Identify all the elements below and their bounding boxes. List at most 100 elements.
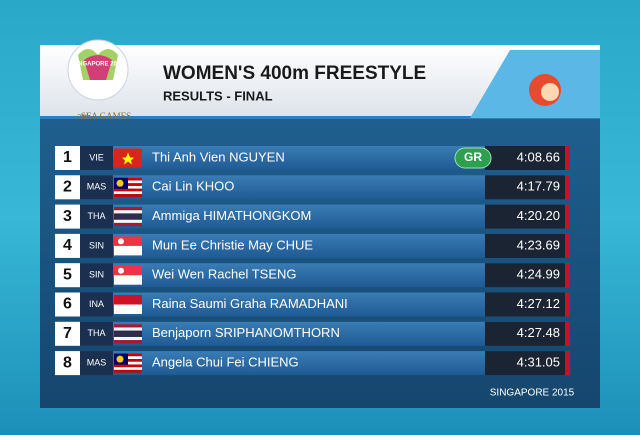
athlete-name: Angela Chui Fei CHIENG xyxy=(152,355,299,370)
time-tip xyxy=(565,204,570,229)
flag-stripe xyxy=(114,188,142,192)
time-box xyxy=(485,175,565,200)
time-box xyxy=(485,263,565,288)
athlete-name: Cai Lin KHOO xyxy=(152,179,234,194)
flag-stripe xyxy=(114,324,142,328)
subtitle: RESULTS - FINAL xyxy=(163,88,273,103)
rank: 4 xyxy=(63,237,72,254)
time-tip xyxy=(565,233,570,258)
rank: 5 xyxy=(63,266,72,283)
country-box xyxy=(80,175,113,200)
country-code: MAS xyxy=(87,357,107,367)
rank: 3 xyxy=(63,208,72,225)
record-label: GR xyxy=(464,150,482,164)
time-tip xyxy=(565,263,570,288)
country-code: INA xyxy=(89,299,104,309)
results-list: 1 VIE Thi Anh Vien NGUYEN 4:08.66 GR 2 MAS Cai … xyxy=(55,146,570,376)
time-box xyxy=(485,146,565,170)
flag xyxy=(114,236,142,246)
divider xyxy=(40,116,600,119)
rank-box xyxy=(55,321,80,346)
flag-stripe xyxy=(114,210,142,214)
flag-stripe xyxy=(114,369,142,373)
record-badge xyxy=(454,147,492,169)
country-box xyxy=(80,351,113,376)
country-code: THA xyxy=(88,211,106,221)
flag-star xyxy=(122,152,134,165)
rank-box xyxy=(55,204,80,229)
flag-stripe xyxy=(114,327,142,331)
athlete-name: Benjaporn SRIPHANOMTHORN xyxy=(152,325,340,340)
rank: 7 xyxy=(63,325,72,342)
flag xyxy=(114,304,142,314)
rank-box xyxy=(55,292,80,317)
country-box xyxy=(80,321,113,346)
flag-stripe xyxy=(114,333,142,337)
country-code: SIN xyxy=(89,270,104,280)
flag-stripe xyxy=(114,330,142,334)
country-code: MAS xyxy=(87,182,107,192)
time: 4:23.69 xyxy=(517,237,560,252)
logo-name: SEA GAMES xyxy=(81,111,131,121)
logo-edition: 28th xyxy=(77,114,91,121)
time-box xyxy=(485,351,565,376)
flag-stripe xyxy=(114,194,142,197)
flag-moon xyxy=(116,355,124,363)
rank: 6 xyxy=(63,296,72,313)
rank: 1 xyxy=(63,149,72,166)
country-box xyxy=(80,146,113,170)
time-tip xyxy=(565,146,570,170)
country-box xyxy=(80,204,113,229)
logo-shape xyxy=(84,55,112,80)
rank: 2 xyxy=(63,179,72,196)
country-box xyxy=(80,263,113,288)
flag-moon xyxy=(118,267,124,274)
rank-box xyxy=(55,263,80,288)
logo-host: SINGAPORE 2015 xyxy=(72,62,124,68)
time-box xyxy=(485,321,565,346)
country-code: VIE xyxy=(89,152,104,162)
rank-box xyxy=(55,175,80,200)
flag-stripe xyxy=(114,216,142,220)
flag-stripe xyxy=(114,367,142,370)
time-tip xyxy=(565,175,570,200)
footer: SINGAPORE 2015 xyxy=(490,388,575,399)
flag-stripe xyxy=(114,364,142,368)
athlete-name: Thi Anh Vien NGUYEN xyxy=(152,149,285,164)
athlete-name: Mun Ee Christie May CHUE xyxy=(152,237,313,252)
time: 4:17.79 xyxy=(517,179,560,194)
time-box xyxy=(485,204,565,229)
rank-box xyxy=(55,351,80,376)
time: 4:20.20 xyxy=(517,208,560,223)
flag xyxy=(114,295,142,305)
rank-box xyxy=(55,146,80,170)
athlete-name: Ammiga HIMATHONGKOM xyxy=(152,208,311,223)
flag-stripe xyxy=(114,336,142,341)
time-box xyxy=(485,233,565,258)
time-tip xyxy=(565,292,570,317)
athlete-name: Raina Saumi Graha RAMADHANI xyxy=(152,296,348,311)
time: 4:24.99 xyxy=(517,267,560,282)
flag-moon xyxy=(118,238,124,245)
mascot-face xyxy=(541,83,559,101)
country-box xyxy=(80,233,113,258)
flag-stripe xyxy=(114,222,142,227)
flag xyxy=(114,265,142,276)
flag-stripe xyxy=(114,219,142,223)
country-code: THA xyxy=(88,328,106,338)
flag-moon xyxy=(116,179,124,187)
flag-stripe xyxy=(114,207,142,211)
flag-stripe xyxy=(114,191,142,195)
time: 4:31.05 xyxy=(517,355,560,370)
flag-stripe xyxy=(114,213,142,217)
time-box xyxy=(485,292,565,317)
flag xyxy=(114,245,142,256)
country-code: SIN xyxy=(89,240,104,250)
rank: 8 xyxy=(63,354,72,371)
title: WOMEN'S 400m FREESTYLE xyxy=(163,63,426,84)
time: 4:27.48 xyxy=(517,325,560,340)
time-tip xyxy=(565,351,570,376)
flag xyxy=(114,275,142,285)
time-tip xyxy=(565,321,570,346)
